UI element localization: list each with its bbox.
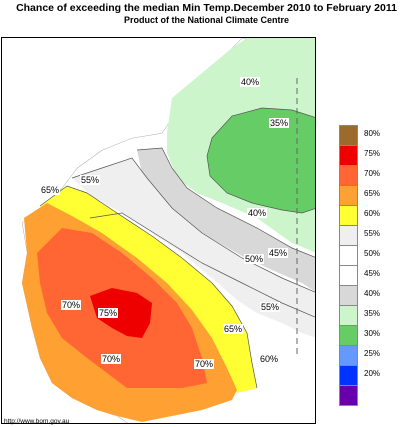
legend-item: 30%: [339, 325, 409, 347]
legend-item: 40%: [339, 285, 409, 307]
contour-label-65-west: 65%: [40, 185, 61, 195]
legend-item: 80%: [339, 125, 409, 147]
legend-swatch: [339, 245, 358, 266]
legend-item: 75%: [339, 145, 409, 167]
legend-swatch: [339, 305, 358, 326]
legend-label: 70%: [364, 169, 381, 178]
contour-label-70-south: 70%: [101, 354, 122, 364]
legend-label: 75%: [364, 149, 381, 158]
map-title: Chance of exceeding the median Min Temp.…: [16, 2, 397, 14]
legend-label: 45%: [364, 269, 381, 278]
legend-swatch: [339, 145, 358, 166]
legend-label: 35%: [364, 309, 381, 318]
legend-swatch: [339, 225, 358, 246]
contour-label-60: 60%: [259, 354, 280, 364]
legend-swatch: [339, 185, 358, 206]
contour-label-55-south: 55%: [260, 302, 281, 312]
legend-label: 60%: [364, 209, 381, 218]
legend-label: 20%: [364, 369, 381, 378]
region-30: [207, 108, 315, 213]
contour-label-50: 50%: [244, 254, 265, 264]
legend-label: 65%: [364, 189, 381, 198]
legend-item: 45%: [339, 265, 409, 287]
legend-swatch: [339, 345, 358, 366]
contour-label-40-north: 40%: [240, 77, 261, 87]
contour-label-70-east: 70%: [194, 359, 215, 369]
ocean-area: [2, 38, 242, 423]
contour-label-35: 35%: [269, 118, 290, 128]
legend-swatch: [339, 365, 358, 386]
region-60: [40, 186, 257, 393]
legend-swatch: [339, 285, 358, 306]
legend-label: 30%: [364, 329, 381, 338]
contour-label-75: 75%: [98, 308, 119, 318]
map-subtitle: Product of the National Climate Centre: [123, 15, 290, 25]
legend: 80% 75% 70% 65% 60% 55% 50% 45% 40% 35% …: [339, 125, 409, 406]
contour-label-55-north: 55%: [80, 175, 101, 185]
legend-item: 60%: [339, 205, 409, 227]
legend-label: 55%: [364, 229, 381, 238]
legend-swatch: [339, 265, 358, 286]
map-panel: 40% 35% 55% 65% 40% 45% 50% 55% 70% 75% …: [1, 37, 316, 424]
region-55: [72, 158, 315, 338]
legend-item: 55%: [339, 225, 409, 247]
contour-label-70-west: 70%: [61, 300, 82, 310]
legend-item: [339, 385, 409, 407]
legend-label: 50%: [364, 249, 381, 258]
legend-swatch: [339, 385, 358, 406]
legend-label: 25%: [364, 349, 381, 358]
region-75: [90, 288, 152, 338]
legend-item: 20%: [339, 365, 409, 387]
source-credit: http://www.bom.gov.au: [4, 418, 70, 425]
contour-label-40-mid: 40%: [247, 208, 268, 218]
legend-swatch: [339, 165, 358, 186]
legend-label: 40%: [364, 289, 381, 298]
legend-item: 25%: [339, 345, 409, 367]
legend-swatch: [339, 325, 358, 346]
legend-swatch: [339, 205, 358, 226]
contour-label-45: 45%: [268, 248, 289, 258]
map-canvas: [2, 38, 315, 423]
legend-label: 80%: [364, 129, 381, 138]
legend-item: 70%: [339, 165, 409, 187]
legend-swatch: [339, 125, 358, 146]
legend-item: 50%: [339, 245, 409, 267]
legend-item: 35%: [339, 305, 409, 327]
contour-label-65-east: 65%: [223, 324, 244, 334]
legend-item: 65%: [339, 185, 409, 207]
